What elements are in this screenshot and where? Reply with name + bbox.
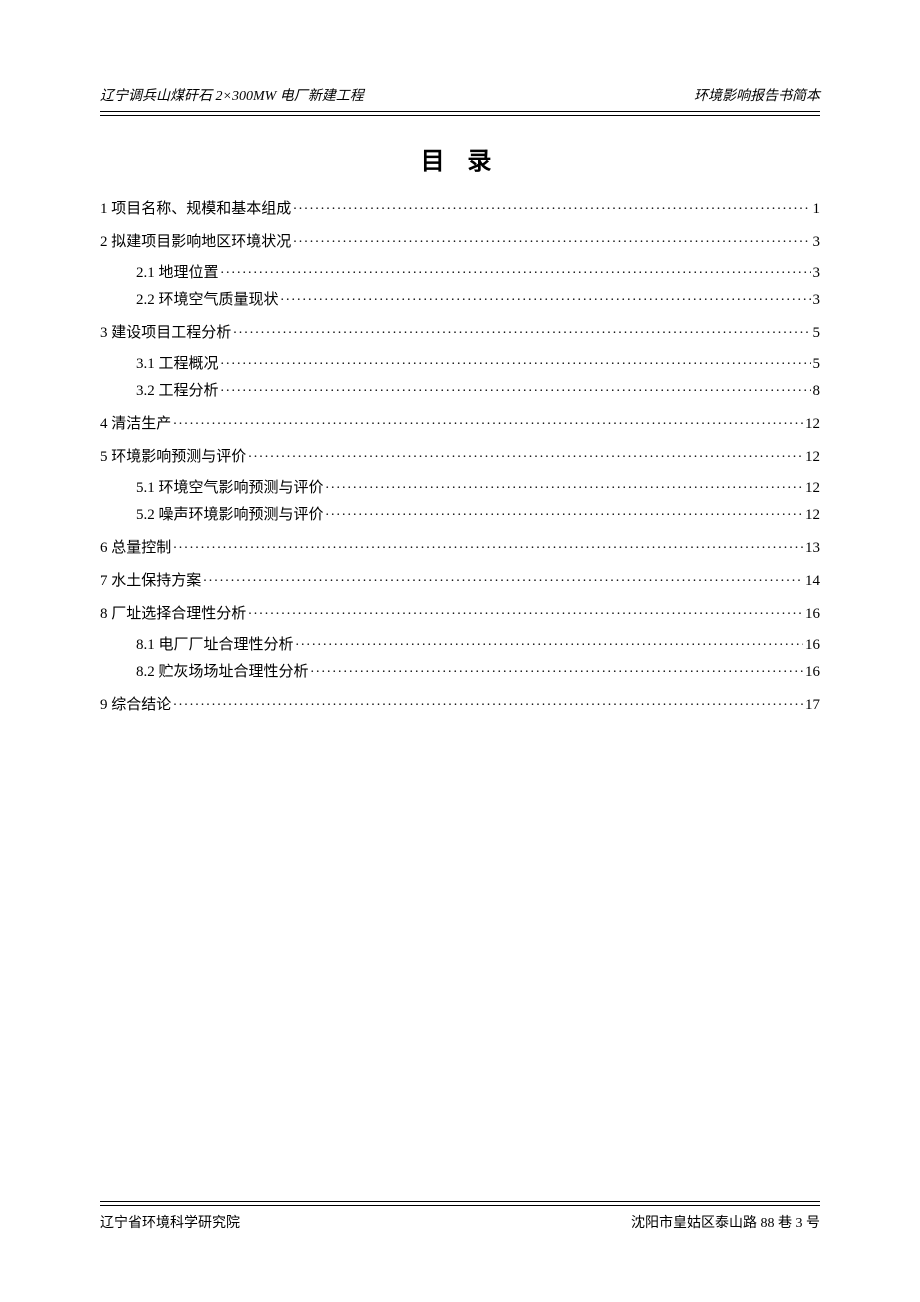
- toc-entry: 4 清洁生产 12: [100, 413, 820, 432]
- toc-label: 8.1 电厂厂址合理性分析: [136, 638, 294, 653]
- toc-label: 3 建设项目工程分析: [100, 326, 231, 341]
- toc-page: 12: [805, 417, 820, 432]
- toc-label: 2 拟建项目影响地区环境状况: [100, 235, 291, 250]
- footer-content: 辽宁省环境科学研究院 沈阳市皇姑区泰山路 88 巷 3 号: [100, 1205, 820, 1232]
- toc-page: 13: [805, 541, 820, 556]
- toc-page: 12: [805, 508, 820, 523]
- toc-label: 2.1 地理位置: [136, 266, 219, 281]
- header-left: 辽宁调兵山煤矸石 2×300MW 电厂新建工程: [100, 85, 364, 105]
- toc-dots: [326, 477, 803, 492]
- toc-dots: [248, 603, 803, 618]
- toc-label: 7 水土保持方案: [100, 574, 201, 589]
- toc-entry: 3 建设项目工程分析 5: [100, 322, 820, 341]
- toc-entry: 2.1 地理位置 3: [100, 262, 820, 281]
- toc-entry: 5.2 噪声环境影响预测与评价 12: [100, 504, 820, 523]
- table-of-contents: 1 项目名称、规模和基本组成12 拟建项目影响地区环境状况32.1 地理位置32…: [100, 198, 820, 713]
- toc-dots: [221, 380, 811, 395]
- toc-page: 5: [813, 357, 821, 372]
- toc-page: 8: [813, 384, 821, 399]
- header-underline: [100, 115, 820, 116]
- toc-dots: [221, 262, 811, 277]
- toc-dots: [203, 570, 803, 585]
- toc-label: 6 总量控制: [100, 541, 171, 556]
- toc-label: 3.2 工程分析: [136, 384, 219, 399]
- toc-dots: [173, 537, 803, 552]
- toc-entry: 7 水土保持方案 14: [100, 570, 820, 589]
- footer-right: 沈阳市皇姑区泰山路 88 巷 3 号: [631, 1212, 820, 1232]
- toc-label: 5.1 环境空气影响预测与评价: [136, 481, 324, 496]
- toc-entry: 5.1 环境空气影响预测与评价 12: [100, 477, 820, 496]
- toc-label: 3.1 工程概况: [136, 357, 219, 372]
- toc-page: 3: [813, 293, 821, 308]
- header-right: 环境影响报告书简本: [694, 85, 820, 105]
- toc-page: 5: [813, 326, 821, 341]
- toc-entry: 3.2 工程分析 8: [100, 380, 820, 399]
- toc-entry: 1 项目名称、规模和基本组成 1: [100, 198, 820, 217]
- toc-label: 5 环境影响预测与评价: [100, 450, 246, 465]
- toc-page: 17: [805, 698, 820, 713]
- toc-label: 9 综合结论: [100, 698, 171, 713]
- toc-page: 16: [805, 607, 820, 622]
- toc-dots: [311, 661, 803, 676]
- footer-overline: [100, 1201, 820, 1202]
- toc-dots: [293, 198, 810, 213]
- toc-entry: 2 拟建项目影响地区环境状况 3: [100, 231, 820, 250]
- toc-label: 5.2 噪声环境影响预测与评价: [136, 508, 324, 523]
- toc-dots: [173, 694, 803, 709]
- toc-entry: 6 总量控制 13: [100, 537, 820, 556]
- toc-entry: 9 综合结论 17: [100, 694, 820, 713]
- toc-label: 8 厂址选择合理性分析: [100, 607, 246, 622]
- toc-label: 8.2 贮灰场场址合理性分析: [136, 665, 309, 680]
- toc-page: 3: [813, 266, 821, 281]
- toc-page: 1: [813, 202, 821, 217]
- toc-label: 2.2 环境空气质量现状: [136, 293, 279, 308]
- toc-label: 4 清洁生产: [100, 417, 171, 432]
- toc-dots: [296, 634, 803, 649]
- toc-entry: 2.2 环境空气质量现状 3: [100, 289, 820, 308]
- toc-label: 1 项目名称、规模和基本组成: [100, 202, 291, 217]
- toc-page: 3: [813, 235, 821, 250]
- toc-dots: [281, 289, 811, 304]
- page-header: 辽宁调兵山煤矸石 2×300MW 电厂新建工程 环境影响报告书简本: [100, 85, 820, 112]
- toc-dots: [221, 353, 811, 368]
- toc-page: 16: [805, 665, 820, 680]
- toc-page: 16: [805, 638, 820, 653]
- toc-dots: [326, 504, 803, 519]
- toc-entry: 5 环境影响预测与评价 12: [100, 446, 820, 465]
- toc-dots: [248, 446, 803, 461]
- page-title: 目 录: [100, 141, 820, 176]
- toc-dots: [233, 322, 810, 337]
- toc-entry: 8.2 贮灰场场址合理性分析 16: [100, 661, 820, 680]
- toc-dots: [293, 231, 810, 246]
- toc-entry: 3.1 工程概况 5: [100, 353, 820, 372]
- page-footer: 辽宁省环境科学研究院 沈阳市皇姑区泰山路 88 巷 3 号: [100, 1201, 820, 1232]
- toc-page: 12: [805, 481, 820, 496]
- footer-left: 辽宁省环境科学研究院: [100, 1212, 240, 1232]
- toc-entry: 8.1 电厂厂址合理性分析 16: [100, 634, 820, 653]
- toc-dots: [173, 413, 803, 428]
- toc-page: 14: [805, 574, 820, 589]
- toc-page: 12: [805, 450, 820, 465]
- toc-entry: 8 厂址选择合理性分析 16: [100, 603, 820, 622]
